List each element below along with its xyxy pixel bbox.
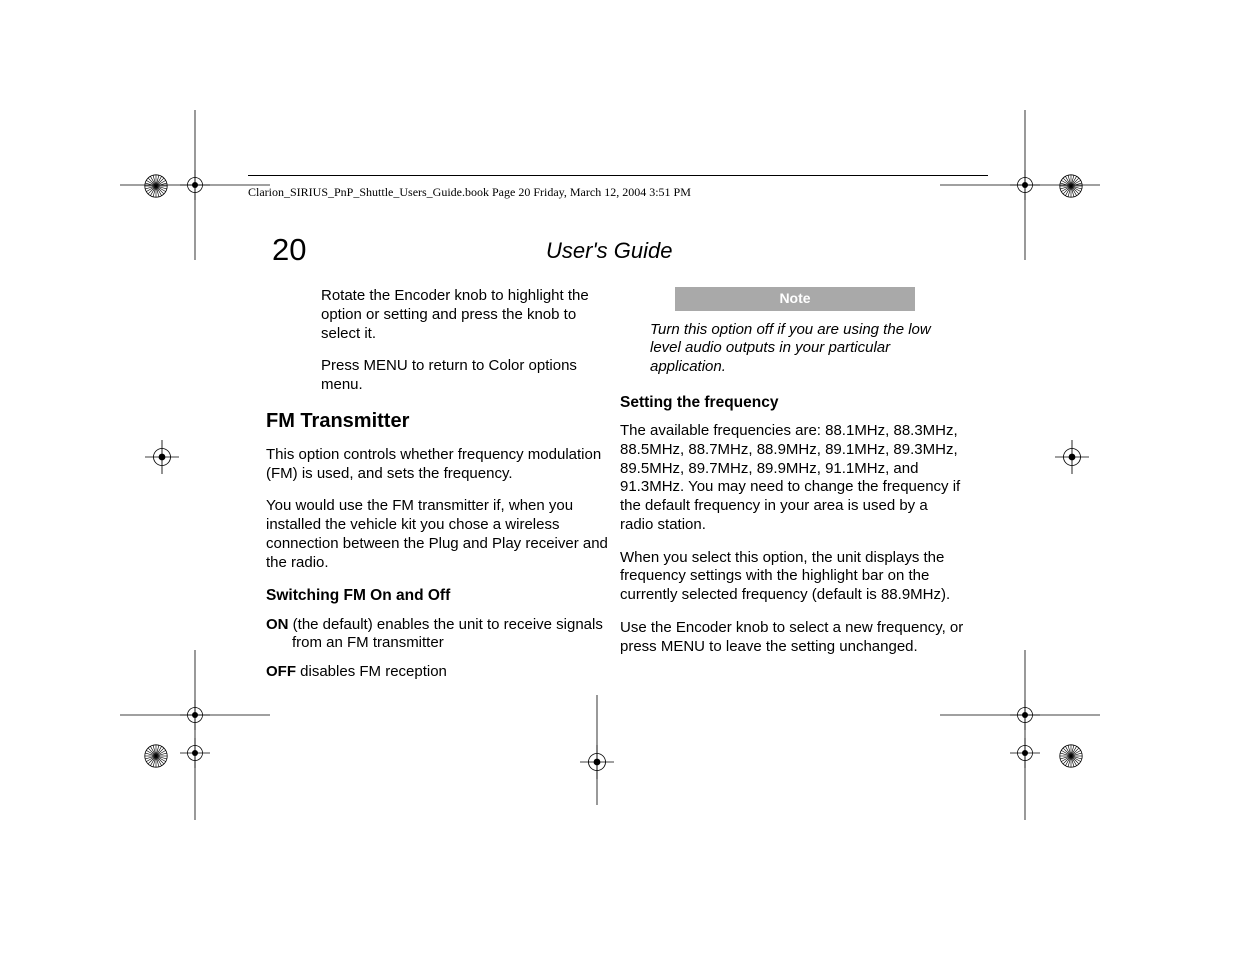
on-item: ON (the default) enables the unit to rec… — [266, 616, 611, 654]
intro-para-1: Rotate the Encoder knob to highlight the… — [266, 287, 611, 343]
page-number: 20 — [272, 232, 306, 268]
intro-para-2: Press MENU to return to Color options me… — [266, 357, 611, 395]
section-heading-fm: FM Transmitter — [266, 409, 611, 434]
on-label: ON — [266, 616, 289, 633]
freq-para-3: Use the Encoder knob to select a new fre… — [620, 619, 965, 657]
off-item: OFF disables FM reception — [266, 663, 611, 682]
note-body: Turn this option off if you are using th… — [620, 321, 965, 377]
crop-lines-icon — [1000, 680, 1140, 840]
page-title: User's Guide — [546, 238, 672, 264]
subheading-frequency: Setting the frequency — [620, 393, 965, 412]
left-column: Rotate the Encoder knob to highlight the… — [266, 287, 611, 692]
on-desc: (the default) enables the unit to receiv… — [289, 616, 603, 652]
crop-lines-icon — [580, 735, 660, 815]
off-label: OFF — [266, 663, 296, 680]
crop-reg-icon — [1055, 440, 1089, 474]
note-badge: Note — [675, 287, 915, 311]
subheading-switching: Switching FM On and Off — [266, 586, 611, 605]
crop-lines-icon — [140, 680, 280, 840]
freq-para-1: The available frequencies are: 88.1MHz, … — [620, 422, 965, 535]
right-column: Note Turn this option off if you are usi… — [620, 287, 965, 670]
fm-para-2: You would use the FM transmitter if, whe… — [266, 497, 611, 572]
freq-para-2: When you select this option, the unit di… — [620, 549, 965, 605]
off-desc: disables FM reception — [296, 663, 447, 680]
fm-para-1: This option controls whether frequency m… — [266, 446, 611, 484]
crop-lines-icon — [1000, 150, 1140, 270]
crop-reg-icon — [145, 440, 179, 474]
header-sourceline: Clarion_SIRIUS_PnP_Shuttle_Users_Guide.b… — [248, 185, 691, 200]
header-rule — [248, 175, 988, 176]
